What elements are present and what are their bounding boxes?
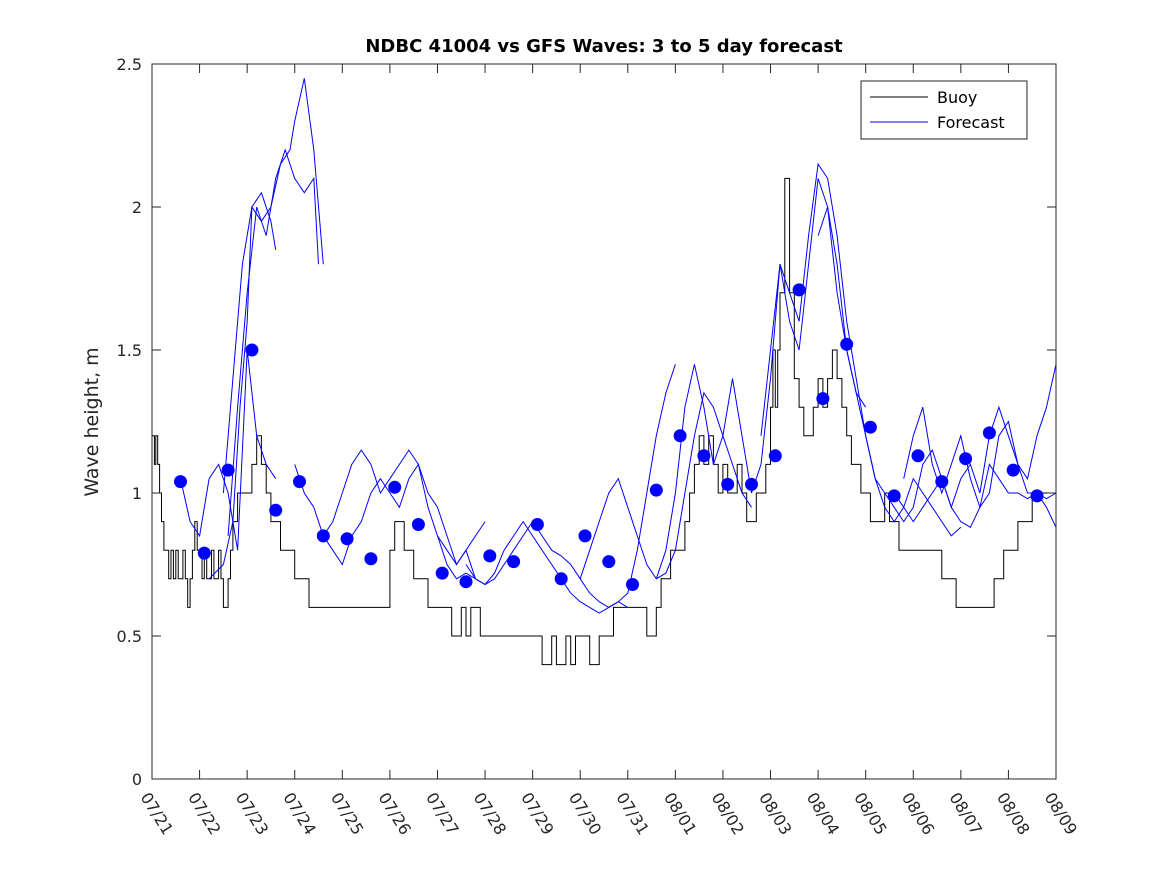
- forecast-marker-34: [959, 452, 973, 466]
- forecast-marker-9: [364, 552, 378, 566]
- y-axis-label: Wave height, m: [81, 347, 103, 496]
- legend-label-forecast: Forecast: [937, 113, 1005, 132]
- forecast-line-8: [465, 364, 676, 608]
- forecast-marker-26: [768, 449, 782, 463]
- forecast-marker-31: [887, 489, 901, 503]
- x-tick-label: 08/01: [660, 789, 701, 838]
- plot-area: [152, 64, 1056, 779]
- forecast-marker-23: [697, 449, 711, 463]
- y-tick-label: 0.5: [117, 627, 142, 646]
- forecast-marker-7: [316, 529, 330, 543]
- forecast-marker-11: [411, 518, 425, 531]
- forecast-marker-22: [673, 429, 687, 443]
- forecast-marker-30: [863, 420, 877, 434]
- legend: Buoy Forecast: [860, 80, 1028, 140]
- forecast-marker-25: [745, 477, 758, 491]
- y-tick-label: 2: [132, 198, 142, 217]
- forecast-marker-32: [911, 449, 925, 463]
- x-tick-label: 08/09: [1041, 789, 1082, 838]
- forecast-marker-21: [649, 483, 663, 497]
- forecast-line-3: [222, 78, 324, 494]
- x-tick-label: 07/26: [375, 789, 416, 838]
- forecast-marker-19: [602, 555, 616, 569]
- forecast-line-7: [437, 520, 629, 614]
- forecast-marker-33: [935, 475, 949, 489]
- forecast-marker-20: [626, 578, 639, 591]
- forecast-line-12: [817, 206, 1057, 523]
- buoy-line: [152, 177, 1056, 666]
- x-tick-label: 07/24: [279, 789, 320, 838]
- legend-label-buoy: Buoy: [937, 88, 977, 107]
- forecast-marker-35: [982, 426, 996, 440]
- forecast-marker-24: [721, 477, 735, 491]
- forecast-line-4: [180, 349, 277, 551]
- forecast-marker-10: [388, 480, 402, 494]
- x-tick-label: 07/21: [137, 789, 178, 838]
- forecast-marker-14: [483, 549, 497, 563]
- x-tick-label: 07/23: [232, 789, 273, 838]
- x-tick-label: 08/02: [708, 789, 749, 838]
- x-tick-label: 07/28: [470, 789, 511, 838]
- y-tick-label: 2.5: [117, 55, 142, 74]
- forecast-line-10: [655, 178, 867, 579]
- x-tick-label: 07/31: [612, 789, 653, 838]
- forecast-marker-6: [293, 475, 306, 489]
- forecast-line-13: [893, 463, 1057, 529]
- legend-box: [860, 80, 1028, 140]
- forecast-marker-2: [197, 546, 211, 560]
- forecast-line-14: [903, 407, 1057, 509]
- forecast-marker-4: [245, 343, 259, 357]
- forecast-line-2: [227, 148, 319, 536]
- x-tick-label: 08/04: [803, 789, 844, 838]
- x-tick-label: 07/22: [184, 789, 225, 838]
- x-tick-label: 08/08: [993, 789, 1034, 838]
- forecast-marker-15: [507, 555, 521, 569]
- forecast-marker-3: [221, 463, 235, 477]
- forecast-marker-17: [554, 572, 568, 586]
- forecast-marker-36: [1006, 463, 1020, 477]
- x-tick-label: 08/07: [945, 789, 986, 838]
- forecast-marker-37: [1030, 489, 1044, 503]
- x-tick-label: 07/29: [517, 789, 558, 838]
- plot-border: [151, 63, 1057, 780]
- forecast-line-6: [322, 449, 486, 566]
- forecast-marker-27: [792, 283, 806, 297]
- forecast-marker-16: [530, 518, 544, 531]
- series-layer: [152, 78, 1057, 666]
- forecast-marker-5: [269, 503, 283, 517]
- x-tick-label: 08/06: [898, 789, 939, 838]
- x-tick-label: 08/05: [850, 789, 891, 838]
- forecast-marker-12: [435, 566, 449, 580]
- forecast-marker-28: [816, 392, 830, 406]
- forecast-marker-29: [840, 337, 854, 351]
- forecast-marker-8: [340, 532, 354, 546]
- x-tick-label: 07/30: [565, 789, 606, 838]
- forecast-marker-1: [174, 475, 187, 489]
- forecast-marker-18: [578, 529, 592, 543]
- chart-title: NDBC 41004 vs GFS Waves: 3 to 5 day fore…: [365, 36, 843, 57]
- x-tick-label: 07/27: [422, 789, 463, 838]
- y-tick-label: 1: [132, 484, 142, 503]
- x-tick-label: 07/25: [327, 789, 368, 838]
- y-tick-label: 1.5: [117, 341, 142, 360]
- forecast-marker-13: [459, 575, 473, 589]
- y-tick-label: 0: [132, 770, 142, 789]
- x-tick-label: 08/03: [755, 789, 796, 838]
